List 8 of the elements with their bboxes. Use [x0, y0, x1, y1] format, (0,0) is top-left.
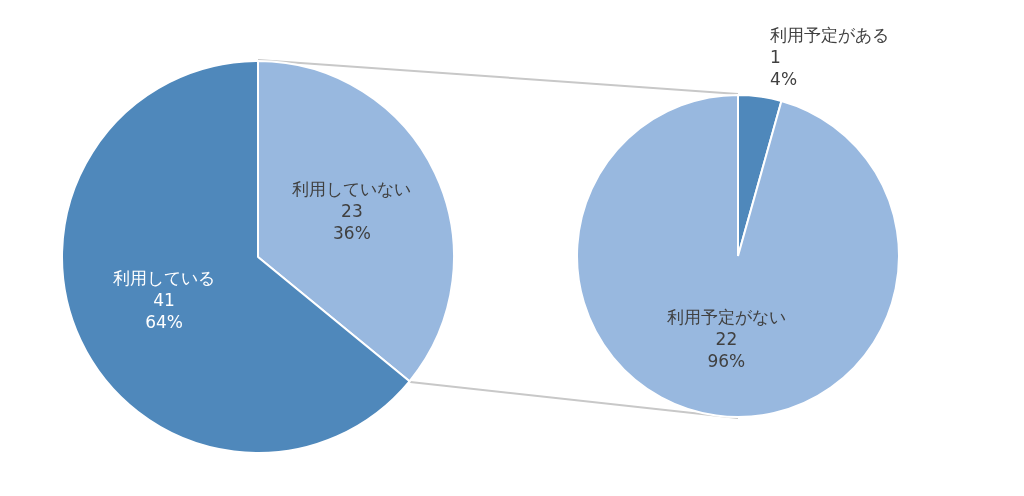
slice-label: 利用予定がない [666, 306, 786, 327]
slice-label: 利用している [113, 267, 216, 288]
slice-label: 利用予定がある [770, 24, 890, 45]
data-label: 23 36% [333, 201, 371, 244]
data-label: 41 64% [145, 289, 183, 332]
data-label: 22 96% [707, 328, 746, 371]
data-label: 1 4% [770, 46, 798, 89]
slice-label: 利用していない [292, 179, 412, 200]
